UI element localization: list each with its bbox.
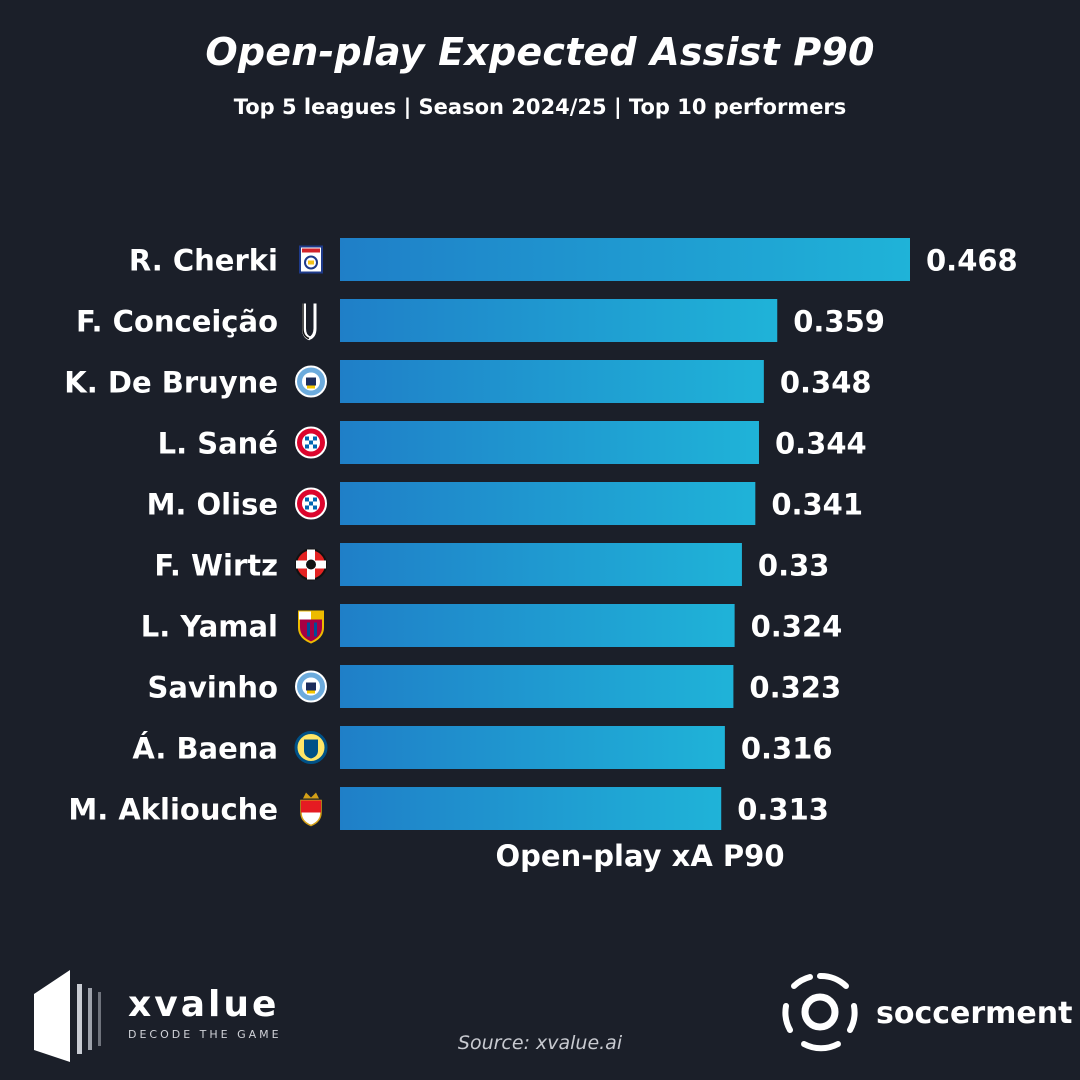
bar [340,360,764,403]
category-label: M. Olise [147,488,278,522]
category-label: L. Sané [158,427,278,461]
bar [340,482,756,525]
category-label: R. Cherki [129,244,278,278]
x-axis-label: Open-play xA P90 [496,839,785,873]
man-city-crest-icon [295,670,327,703]
bar [340,238,910,281]
chart-title: Open-play Expected Assist P90 [205,30,875,74]
soccerment-ball-icon [782,973,858,1052]
xvalue-bars-icon [34,970,101,1062]
monaco-crest-icon [300,792,322,827]
bar [340,299,778,342]
category-label: L. Yamal [141,610,278,644]
category-label: M. Akliouche [68,793,278,827]
data-label: 0.323 [749,671,841,705]
man-city-crest-icon [295,365,327,398]
data-label: 0.313 [737,793,829,827]
bar [340,604,735,647]
xvalue-logo: xvalue DECODE THE GAME [30,966,290,1066]
data-label: 0.324 [751,610,843,644]
data-label: 0.344 [775,427,867,461]
bar [340,726,725,769]
category-label: Á. Baena [132,732,278,766]
data-label: 0.468 [926,244,1018,278]
lyon-crest-icon [299,245,323,274]
soccerment-brand-name: soccerment [876,996,1073,1031]
data-label: 0.33 [758,549,830,583]
data-label: 0.316 [741,732,833,766]
category-label: Savinho [147,671,278,705]
soccerment-logo: soccerment [780,972,1072,1052]
category-label: K. De Bruyne [64,366,278,400]
barcelona-crest-icon [298,610,324,644]
bar [340,665,734,708]
chart-subtitle: Top 5 leagues | Season 2024/25 | Top 10 … [233,95,847,119]
category-label: F. Wirtz [154,549,278,583]
xvalue-brand-name: xvalue [128,984,280,1025]
villarreal-crest-icon [294,731,328,764]
bayern-crest-icon [295,487,327,520]
xvalue-tagline: DECODE THE GAME [128,1028,282,1041]
bar [340,421,759,464]
source-note: Source: xvalue.ai [457,1032,623,1054]
leverkusen-crest-icon [295,548,327,581]
data-label: 0.348 [780,366,872,400]
data-label: 0.359 [793,305,885,339]
category-label: F. Conceição [76,305,278,339]
bar [340,787,722,830]
bayern-crest-icon [295,426,327,459]
data-label: 0.341 [771,488,863,522]
bar [340,543,742,586]
juventus-crest-icon [302,303,317,341]
